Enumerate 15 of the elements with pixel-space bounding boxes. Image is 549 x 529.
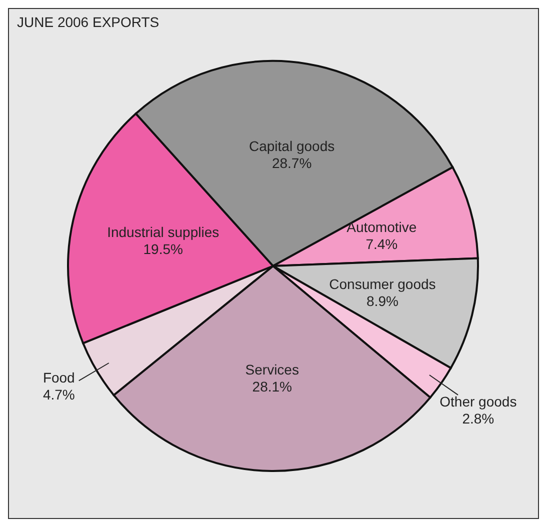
- data-label: 8.9%: [366, 292, 398, 309]
- slice-label: Industrial supplies: [107, 224, 220, 240]
- slice-label: Services: [245, 362, 299, 378]
- slice-label: Food: [42, 370, 75, 386]
- slice-label: Capital goods: [249, 138, 335, 154]
- slice-label: Automotive: [346, 218, 417, 235]
- data-label: 2.8%: [462, 410, 494, 427]
- data-label: 19.5%: [143, 240, 183, 257]
- slice-label: Consumer goods: [329, 276, 436, 292]
- data-label: 4.7%: [42, 386, 75, 403]
- data-label: 7.4%: [366, 236, 398, 252]
- data-label: 28.7%: [272, 154, 312, 171]
- chart-title: JUNE 2006 EXPORTS: [17, 14, 160, 30]
- data-label: 28.1%: [252, 378, 292, 395]
- slice-label: Other goods: [440, 394, 517, 410]
